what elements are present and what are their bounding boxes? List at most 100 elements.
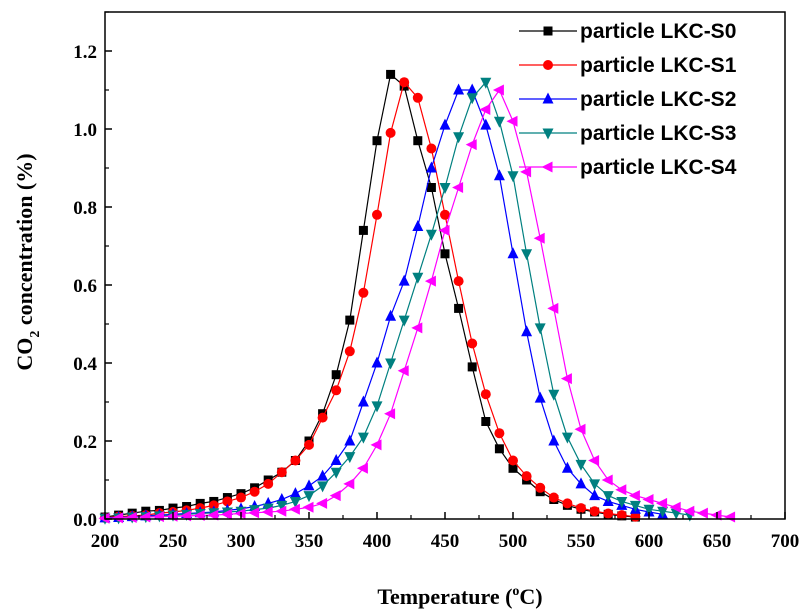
data-point (589, 479, 601, 491)
data-point (357, 432, 369, 444)
data-point (453, 132, 465, 144)
data-point (399, 77, 410, 88)
data-point (261, 506, 273, 518)
y-tick-label: 1.2 (73, 42, 97, 63)
legend-item-3: particle LKC-S3 (519, 122, 736, 145)
data-point (344, 346, 355, 357)
y-tick-label: 0.2 (73, 432, 97, 453)
data-point (356, 462, 368, 474)
data-point (112, 512, 124, 524)
data-point (343, 478, 355, 490)
data-point (316, 497, 328, 509)
data-point (603, 508, 614, 519)
data-point (439, 118, 451, 130)
data-point (288, 503, 300, 515)
y-tick-label: 0.0 (73, 510, 97, 531)
data-point (303, 491, 315, 503)
data-point (263, 478, 274, 489)
data-point (248, 507, 260, 519)
data-point (412, 92, 423, 103)
data-point (601, 474, 613, 486)
y-tick-label: 0.6 (73, 276, 97, 297)
data-point (425, 229, 437, 241)
data-point (534, 391, 546, 403)
data-point (467, 362, 477, 372)
data-point (289, 487, 301, 499)
data-point (276, 467, 287, 478)
data-point (628, 490, 640, 502)
data-point (602, 491, 614, 503)
data-point (507, 247, 519, 259)
series-line (104, 89, 663, 519)
data-point (533, 232, 545, 244)
data-point (710, 509, 722, 521)
data-point (547, 302, 559, 314)
data-point (480, 118, 492, 130)
data-point (317, 469, 329, 481)
data-point (480, 389, 491, 400)
data-point (453, 83, 465, 95)
x-tick-label: 400 (363, 531, 392, 552)
data-point (358, 225, 368, 235)
data-point (304, 439, 314, 450)
x-tick-label: 450 (431, 531, 460, 552)
data-point (479, 104, 491, 115)
legend-label: particle LKC-S2 (580, 88, 736, 111)
x-tick-label: 600 (635, 531, 664, 552)
data-point (588, 455, 600, 466)
data-point (357, 395, 369, 407)
data-point (696, 507, 708, 519)
data-point (208, 500, 219, 511)
x-axis-title: Temperature (oC) (377, 584, 542, 609)
data-point (386, 69, 396, 79)
data-point (560, 373, 572, 385)
series-0 (100, 69, 640, 522)
data-point (466, 93, 478, 105)
data-point (466, 83, 478, 95)
data-point (561, 461, 573, 473)
series-2 (99, 83, 669, 523)
data-point (454, 303, 464, 313)
data-point (412, 220, 424, 231)
data-point (125, 511, 137, 523)
series-line (104, 88, 731, 519)
data-point (575, 459, 587, 471)
data-point (222, 496, 233, 507)
data-point (330, 454, 342, 465)
x-tick-label: 250 (159, 531, 188, 552)
legend-item-2: particle LKC-S2 (519, 88, 736, 111)
data-point (452, 182, 464, 193)
data-point (249, 486, 260, 497)
data-point (576, 503, 586, 514)
data-point (561, 432, 573, 444)
legend-item-4: particle LKC-S4 (519, 156, 737, 179)
data-point (331, 385, 342, 396)
axes-layer: 200 250 300 350 400 450 500 550 600 650 700 0.0 0.2 0… (73, 11, 799, 552)
data-point (493, 169, 505, 181)
y-axis-title: CO2 concentration (%) (12, 153, 43, 370)
x-tick-label: 200 (91, 531, 120, 552)
y-tick-label: 1.0 (73, 120, 97, 141)
legend-label: particle LKC-S1 (580, 54, 737, 77)
data-point (521, 249, 533, 261)
data-point (139, 511, 151, 523)
data-point (508, 463, 518, 473)
data-point (385, 358, 397, 370)
data-point (424, 275, 436, 287)
legend-marker (543, 26, 553, 36)
data-point (657, 506, 669, 518)
data-point (371, 356, 383, 368)
legend-marker (543, 60, 553, 70)
data-point (207, 509, 219, 521)
data-point (220, 508, 232, 520)
data-point (289, 496, 301, 508)
data-point (234, 508, 246, 520)
data-point (439, 183, 451, 194)
data-point (534, 323, 546, 335)
data-point (275, 505, 287, 517)
y-tick-label: 0.8 (73, 198, 97, 219)
data-point (317, 481, 329, 493)
legend-label: particle LKC-S4 (580, 156, 737, 179)
data-point (575, 477, 587, 489)
